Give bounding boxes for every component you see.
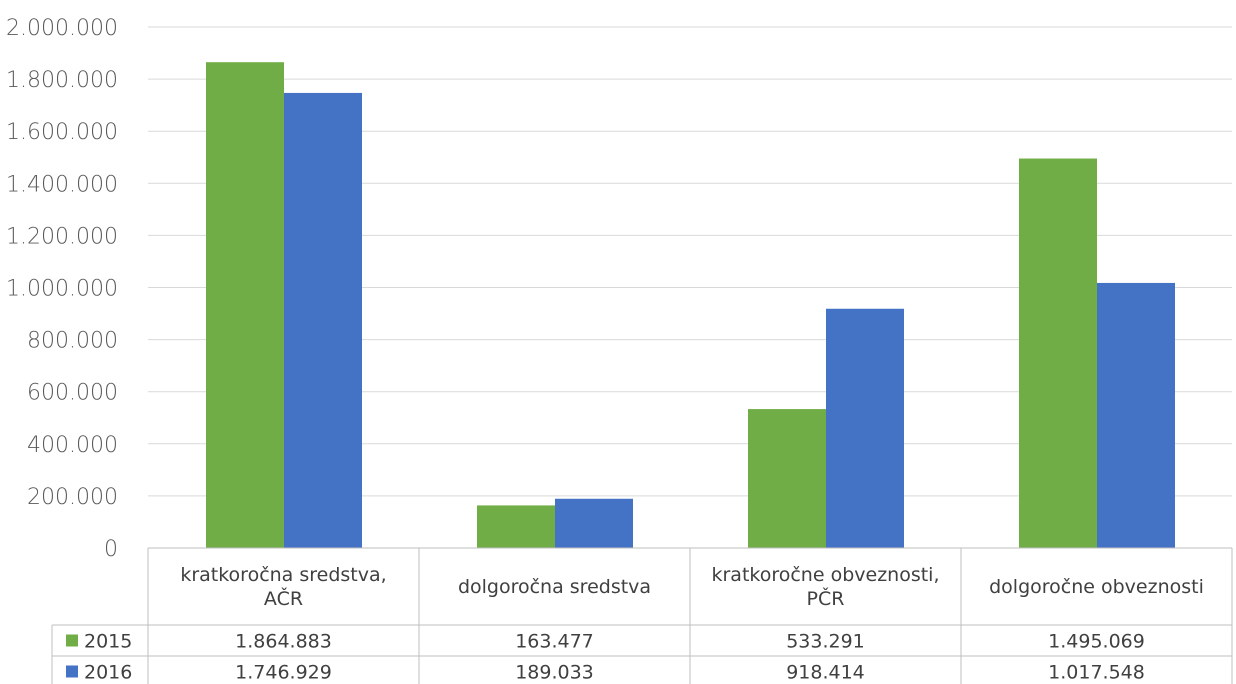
bar-2015 (1019, 158, 1097, 548)
table-cell-value: 1.864.883 (235, 631, 332, 653)
table-cell-value: 918.414 (786, 662, 865, 684)
legend-key-2015 (66, 634, 78, 647)
bars (206, 62, 1175, 549)
bar-2016 (1097, 282, 1175, 548)
table-cell-value: 1.495.069 (1048, 631, 1145, 653)
y-tick-label: 600.000 (27, 381, 118, 406)
category-label: dolgoročna sredstva (458, 576, 651, 598)
table-cell-value: 533.291 (786, 631, 865, 653)
table-cell-value: 163.477 (515, 631, 594, 653)
table-cell-value: 1.017.548 (1048, 662, 1145, 684)
bar-2015 (206, 62, 284, 549)
data-table: kratkoročna sredstva,AČR dolgoročna sreds… (51, 547, 1233, 684)
y-tick-label: 0 (104, 537, 118, 562)
y-tick-label: 1.200.000 (6, 224, 118, 249)
y-axis-tick-labels: 0 200.000 400.000 600.000 800.000 1.000.000 1.… (6, 16, 118, 562)
bar-2015 (748, 409, 826, 548)
y-tick-label: 400.000 (27, 433, 118, 458)
category-label: dolgoročne obveznosti (989, 576, 1204, 598)
series-label: 2015 (84, 631, 132, 653)
table-cell-value: 189.033 (515, 662, 594, 684)
y-tick-label: 800.000 (27, 329, 118, 354)
series-label: 2016 (84, 662, 132, 684)
y-tick-label: 2.000.000 (6, 16, 118, 41)
bar-2016 (284, 92, 362, 549)
y-tick-label: 1.400.000 (6, 172, 118, 197)
table-cell-value: 1.746.929 (235, 662, 332, 684)
y-tick-label: 1.800.000 (6, 68, 118, 93)
bar-2016 (826, 308, 904, 548)
legend-key-2016 (66, 665, 78, 678)
y-tick-label: 1.600.000 (6, 120, 118, 145)
bar-2016 (555, 498, 633, 548)
bar-2015 (477, 505, 555, 548)
y-tick-label: 200.000 (27, 485, 118, 510)
category-label: PČR (807, 586, 845, 610)
category-label: kratkoročne obveznosti, (711, 564, 939, 586)
category-label: kratkoročna sredstva, (180, 564, 386, 586)
y-tick-label: 1.000.000 (6, 277, 118, 302)
category-label: AČR (264, 586, 303, 610)
